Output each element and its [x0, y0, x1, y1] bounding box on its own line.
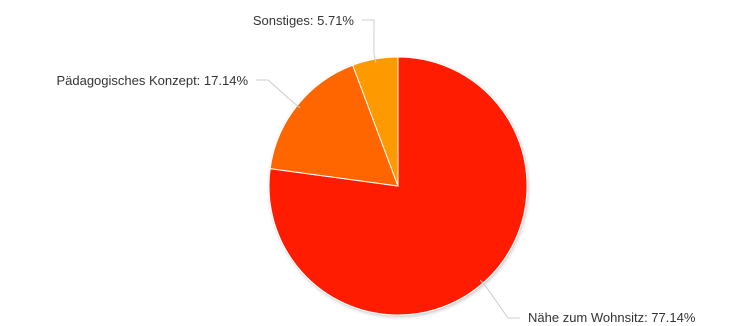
data-label-2: Sonstiges: 5.71% [253, 13, 355, 28]
data-labels: Nähe zum Wohnsitz: 77.14% Pädagogisches K… [56, 13, 695, 325]
label-connectors [256, 19, 520, 319]
data-label-0: Nähe zum Wohnsitz: 77.14% [528, 310, 696, 325]
connector-line-0 [479, 279, 520, 319]
data-label-1: Pädagogisches Konzept: 17.14% [56, 73, 248, 88]
connector-line-1 [256, 79, 301, 109]
pie-slices [268, 56, 528, 316]
connector-line-2 [362, 19, 377, 63]
